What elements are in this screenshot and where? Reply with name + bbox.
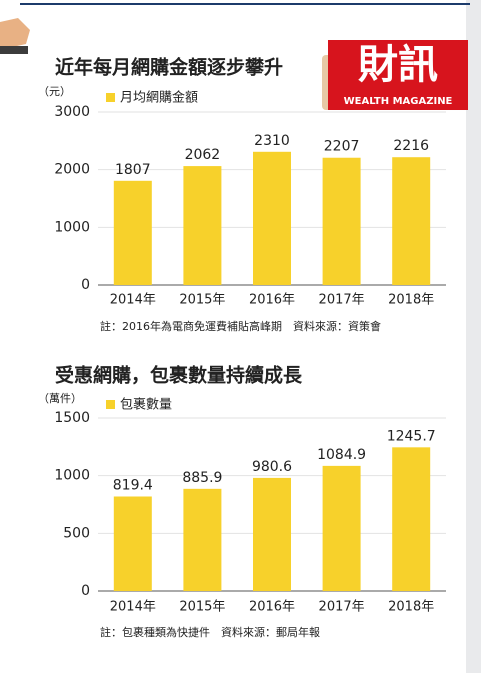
value-label: 980.6 bbox=[252, 459, 292, 475]
note: 註：包裹種類為快捷件 資料來源：郵局年報 bbox=[100, 625, 320, 639]
bar bbox=[253, 151, 291, 285]
y-unit-label: （元） bbox=[38, 85, 71, 98]
x-tick-label: 2018年 bbox=[388, 293, 434, 308]
value-label: 2207 bbox=[324, 139, 360, 155]
bar bbox=[392, 157, 431, 285]
value-label: 1084.9 bbox=[317, 447, 366, 463]
value-label: 885.9 bbox=[182, 470, 222, 486]
value-label: 819.4 bbox=[113, 477, 153, 493]
legend-label: 包裹數量 bbox=[120, 398, 172, 413]
logo-box bbox=[328, 40, 468, 110]
value-label: 2216 bbox=[393, 138, 429, 154]
note: 註：2016年為電商免運費補貼高峰期 資料來源：資策會 bbox=[100, 319, 381, 333]
bar bbox=[253, 477, 291, 591]
bar bbox=[322, 157, 361, 285]
x-tick-label: 2016年 bbox=[249, 293, 295, 308]
y-tick-label: 500 bbox=[63, 525, 90, 541]
chart-title: 近年每月網購金額逐步攀升 bbox=[55, 56, 283, 79]
x-tick-label: 2015年 bbox=[179, 600, 225, 615]
x-tick-label: 2014年 bbox=[110, 600, 156, 615]
y-tick-label: 0 bbox=[81, 277, 90, 293]
y-tick-label: 1000 bbox=[54, 219, 90, 235]
hand-illustration bbox=[0, 18, 30, 48]
y-tick-label: 1500 bbox=[54, 410, 90, 426]
value-label: 1807 bbox=[115, 162, 151, 178]
y-tick-label: 3000 bbox=[54, 104, 90, 120]
value-label: 2310 bbox=[254, 133, 290, 149]
bar bbox=[392, 447, 431, 591]
y-tick-label: 2000 bbox=[54, 162, 90, 178]
logo-subtitle: WEALTH MAGAZINE bbox=[344, 96, 453, 107]
legend-label: 月均網購金額 bbox=[120, 90, 198, 106]
sleeve-illustration bbox=[0, 46, 28, 54]
legend-swatch bbox=[106, 93, 115, 102]
y-unit-label: （萬件） bbox=[38, 392, 82, 405]
page-edge bbox=[466, 0, 481, 673]
x-tick-label: 2018年 bbox=[388, 600, 434, 615]
x-tick-label: 2015年 bbox=[179, 293, 225, 308]
value-label: 1245.7 bbox=[387, 428, 436, 444]
logo-title: 財訊 bbox=[358, 41, 438, 88]
x-tick-label: 2017年 bbox=[319, 600, 365, 615]
y-tick-label: 0 bbox=[81, 583, 90, 599]
y-tick-label: 1000 bbox=[54, 468, 90, 484]
bar bbox=[113, 496, 152, 591]
legend-swatch bbox=[106, 400, 115, 409]
bar bbox=[322, 465, 361, 591]
value-label: 2062 bbox=[185, 147, 221, 163]
chart-title: 受惠網購，包裹數量持續成長 bbox=[55, 364, 303, 387]
bar bbox=[183, 488, 222, 591]
x-tick-label: 2016年 bbox=[249, 600, 295, 615]
x-tick-label: 2014年 bbox=[110, 293, 156, 308]
x-tick-label: 2017年 bbox=[319, 293, 365, 308]
logo: 財訊 WEALTH MAGAZINE bbox=[322, 40, 468, 110]
bar bbox=[113, 180, 152, 285]
bar bbox=[183, 166, 222, 285]
